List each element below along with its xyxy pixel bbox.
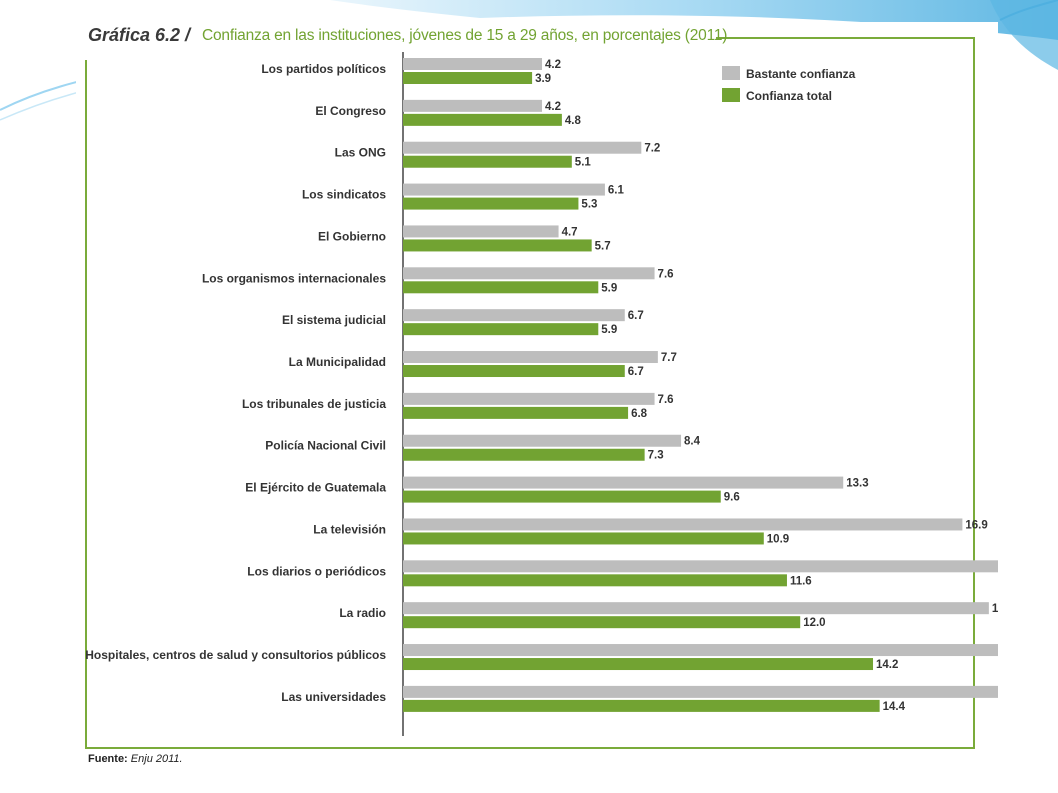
source-value: Enju 2011.	[130, 753, 183, 765]
bar-bastante-confianza	[403, 267, 655, 280]
bar-bastante-confianza	[403, 141, 642, 154]
bar-confianza-total	[403, 616, 801, 629]
data-label: 14.2	[876, 659, 898, 671]
bar-confianza-total	[403, 281, 599, 294]
category-label: La televisión	[313, 522, 386, 536]
category-label: Policía Nacional Civil	[265, 439, 386, 453]
data-label: 4.8	[565, 115, 582, 127]
right-swoosh-line	[999, 0, 1058, 21]
legend-label: Confianza total	[746, 89, 832, 103]
category-label: Los organismos internacionales	[202, 271, 386, 285]
data-label: 5.9	[601, 282, 617, 294]
data-label: 7.7	[661, 352, 677, 364]
bar-bastante-confianza	[403, 644, 998, 657]
chart-title: Confianza en las instituciones, jóvenes …	[202, 27, 728, 44]
bar-bastante-confianza	[403, 434, 682, 447]
category-label: El sistema judicial	[282, 313, 386, 327]
data-label: 6.1	[608, 185, 625, 197]
bar-bastante-confianza	[403, 560, 998, 573]
bar-confianza-total	[403, 658, 874, 671]
top-swoosh-shape	[330, 0, 1058, 40]
category-label: El Congreso	[315, 104, 386, 118]
bar-bastante-confianza	[403, 518, 963, 531]
legend-swatch	[722, 66, 740, 80]
bar-confianza-total	[403, 699, 880, 712]
bar-confianza-total	[403, 406, 629, 419]
bar-confianza-total	[403, 448, 645, 461]
category-label: Hospitales, centros de salud y consultor…	[85, 648, 386, 662]
data-label: 11.6	[790, 575, 812, 587]
bar-confianza-total	[403, 532, 764, 545]
bar-bastante-confianza	[403, 685, 998, 698]
data-label: 9.6	[724, 492, 740, 504]
data-label: 7.2	[644, 143, 660, 155]
data-label: 10.9	[767, 533, 789, 545]
category-label: El Ejército de Guatemala	[245, 481, 386, 495]
data-label: 5.7	[595, 240, 611, 252]
bar-confianza-total	[403, 113, 562, 126]
bar-bastante-confianza	[403, 602, 989, 615]
bar-bastante-confianza	[403, 309, 625, 322]
bar-bastante-confianza	[403, 476, 844, 489]
data-label: 6.7	[628, 366, 644, 378]
bar-confianza-total	[403, 365, 625, 378]
bar-bastante-confianza	[403, 392, 655, 405]
category-label: La Municipalidad	[289, 355, 386, 369]
bar-confianza-total	[403, 239, 592, 252]
bar-confianza-total	[403, 197, 579, 210]
bar-confianza-total	[403, 72, 533, 84]
category-label: Las ONG	[335, 146, 386, 160]
category-label: Los diarios o periódicos	[247, 564, 386, 578]
bar-bastante-confianza	[403, 58, 543, 70]
category-label: La radio	[339, 606, 386, 620]
legend-label: Bastante confianza	[746, 67, 856, 81]
legend-swatch	[722, 88, 740, 102]
data-label: 3.9	[535, 73, 551, 85]
data-label: 4.2	[545, 59, 561, 71]
chart-panel: Los partidos políticos 4.2 3.9 El Congreso 4…	[76, 22, 998, 772]
data-label: 16.9	[965, 519, 987, 531]
data-label: 8.4	[684, 436, 701, 448]
category-label: Los tribunales de justicia	[242, 397, 386, 411]
data-label: 14.4	[883, 701, 906, 713]
data-label: 13.3	[846, 478, 868, 490]
category-label: Las universidades	[281, 690, 386, 704]
data-label: 6.7	[628, 310, 644, 322]
bar-bastante-confianza	[403, 99, 543, 112]
data-label: 7.6	[658, 394, 674, 406]
data-label: 7.6	[658, 268, 674, 280]
data-label: 7.3	[648, 450, 664, 462]
data-label: 6.8	[631, 408, 648, 420]
data-label: 4.7	[562, 226, 578, 238]
source-label: Fuente:	[88, 753, 128, 765]
data-label: 17.7	[992, 603, 998, 615]
bar-bastante-confianza	[403, 225, 559, 238]
chart-source: Fuente: Enju 2011.	[88, 753, 183, 765]
category-label: Los sindicatos	[302, 188, 386, 202]
bar-confianza-total	[403, 574, 787, 587]
data-label: 4.2	[545, 101, 561, 113]
bar-chart: Los partidos políticos 4.2 3.9 El Congreso 4…	[85, 37, 998, 749]
category-label: El Gobierno	[318, 229, 386, 243]
bar-confianza-total	[403, 155, 572, 168]
chart-title-number: Gráfica 6.2 /	[88, 25, 191, 45]
chart-frame	[85, 37, 975, 749]
category-label: Los partidos políticos	[261, 62, 386, 76]
bar-bastante-confianza	[403, 351, 658, 364]
data-label: 12.0	[803, 617, 825, 629]
bar-confianza-total	[403, 490, 721, 503]
data-label: 5.3	[581, 199, 597, 211]
data-label: 5.1	[575, 157, 592, 169]
bar-bastante-confianza	[403, 183, 605, 196]
data-label: 5.9	[601, 324, 617, 336]
bar-confianza-total	[403, 323, 599, 336]
